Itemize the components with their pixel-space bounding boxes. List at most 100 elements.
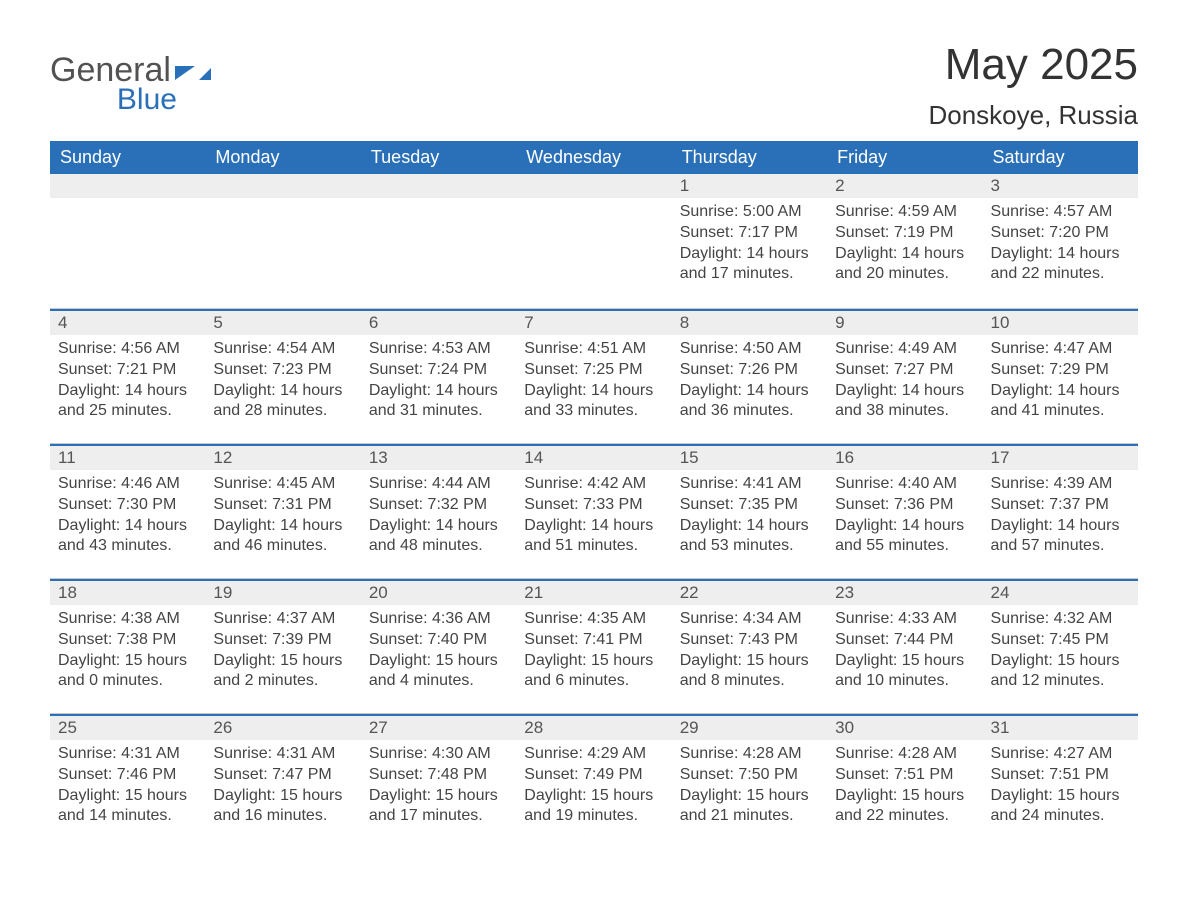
sunset-text: Sunset: 7:19 PM [835, 223, 974, 244]
daylight-text: Daylight: 15 hours and 22 minutes. [835, 786, 974, 828]
sunrise-text: Sunrise: 4:37 AM [213, 609, 352, 630]
day-content: Sunrise: 4:41 AMSunset: 7:35 PMDaylight:… [672, 470, 827, 565]
week-row: 4Sunrise: 4:56 AMSunset: 7:21 PMDaylight… [50, 309, 1138, 437]
day-cell: 14Sunrise: 4:42 AMSunset: 7:33 PMDayligh… [516, 444, 671, 572]
day-content: Sunrise: 4:49 AMSunset: 7:27 PMDaylight:… [827, 335, 982, 430]
sunrise-text: Sunrise: 4:28 AM [680, 744, 819, 765]
day-cell: 8Sunrise: 4:50 AMSunset: 7:26 PMDaylight… [672, 309, 827, 437]
day-cell: 4Sunrise: 4:56 AMSunset: 7:21 PMDaylight… [50, 309, 205, 437]
daylight-text: Daylight: 14 hours and 31 minutes. [369, 381, 508, 423]
day-cell [205, 174, 360, 302]
day-number: 23 [827, 579, 982, 605]
sunset-text: Sunset: 7:47 PM [213, 765, 352, 786]
day-cell: 25Sunrise: 4:31 AMSunset: 7:46 PMDayligh… [50, 714, 205, 842]
daylight-text: Daylight: 14 hours and 36 minutes. [680, 381, 819, 423]
sunset-text: Sunset: 7:29 PM [991, 360, 1130, 381]
daylight-text: Daylight: 15 hours and 10 minutes. [835, 651, 974, 693]
daylight-text: Daylight: 14 hours and 46 minutes. [213, 516, 352, 558]
sunrise-text: Sunrise: 4:30 AM [369, 744, 508, 765]
sunset-text: Sunset: 7:51 PM [991, 765, 1130, 786]
daylight-text: Daylight: 14 hours and 57 minutes. [991, 516, 1130, 558]
day-content: Sunrise: 4:44 AMSunset: 7:32 PMDaylight:… [361, 470, 516, 565]
day-cell [361, 174, 516, 302]
day-content: Sunrise: 4:34 AMSunset: 7:43 PMDaylight:… [672, 605, 827, 700]
sunset-text: Sunset: 7:27 PM [835, 360, 974, 381]
sunset-text: Sunset: 7:50 PM [680, 765, 819, 786]
title-group: May 2025 Donskoye, Russia [928, 40, 1138, 131]
sunrise-text: Sunrise: 4:31 AM [213, 744, 352, 765]
logo-flag-icon [175, 60, 211, 93]
day-cell: 10Sunrise: 4:47 AMSunset: 7:29 PMDayligh… [983, 309, 1138, 437]
day-number: 26 [205, 714, 360, 740]
daylight-text: Daylight: 14 hours and 51 minutes. [524, 516, 663, 558]
daylight-text: Daylight: 14 hours and 17 minutes. [680, 244, 819, 286]
sunrise-text: Sunrise: 4:42 AM [524, 474, 663, 495]
day-content: Sunrise: 4:28 AMSunset: 7:50 PMDaylight:… [672, 740, 827, 835]
day-number: 29 [672, 714, 827, 740]
sunrise-text: Sunrise: 4:34 AM [680, 609, 819, 630]
logo-text: General Blue [50, 54, 171, 115]
day-cell: 22Sunrise: 4:34 AMSunset: 7:43 PMDayligh… [672, 579, 827, 707]
weekday-header-row: SundayMondayTuesdayWednesdayThursdayFrid… [50, 141, 1138, 174]
day-cell: 27Sunrise: 4:30 AMSunset: 7:48 PMDayligh… [361, 714, 516, 842]
sunset-text: Sunset: 7:37 PM [991, 495, 1130, 516]
day-cell: 6Sunrise: 4:53 AMSunset: 7:24 PMDaylight… [361, 309, 516, 437]
day-number: 30 [827, 714, 982, 740]
day-content: Sunrise: 4:29 AMSunset: 7:49 PMDaylight:… [516, 740, 671, 835]
daylight-text: Daylight: 14 hours and 20 minutes. [835, 244, 974, 286]
day-number: 8 [672, 309, 827, 335]
day-number: 22 [672, 579, 827, 605]
day-content: Sunrise: 4:53 AMSunset: 7:24 PMDaylight:… [361, 335, 516, 430]
sunset-text: Sunset: 7:17 PM [680, 223, 819, 244]
day-number: 2 [827, 174, 982, 198]
sunset-text: Sunset: 7:20 PM [991, 223, 1130, 244]
day-content: Sunrise: 4:38 AMSunset: 7:38 PMDaylight:… [50, 605, 205, 700]
sunrise-text: Sunrise: 4:54 AM [213, 339, 352, 360]
sunset-text: Sunset: 7:39 PM [213, 630, 352, 651]
sunrise-text: Sunrise: 4:56 AM [58, 339, 197, 360]
sunrise-text: Sunrise: 4:32 AM [991, 609, 1130, 630]
sunrise-text: Sunrise: 4:50 AM [680, 339, 819, 360]
sunrise-text: Sunrise: 4:41 AM [680, 474, 819, 495]
sunset-text: Sunset: 7:31 PM [213, 495, 352, 516]
day-content: Sunrise: 4:40 AMSunset: 7:36 PMDaylight:… [827, 470, 982, 565]
day-cell: 11Sunrise: 4:46 AMSunset: 7:30 PMDayligh… [50, 444, 205, 572]
sunrise-text: Sunrise: 4:53 AM [369, 339, 508, 360]
sunset-text: Sunset: 7:38 PM [58, 630, 197, 651]
day-cell: 1Sunrise: 5:00 AMSunset: 7:17 PMDaylight… [672, 174, 827, 302]
daylight-text: Daylight: 14 hours and 28 minutes. [213, 381, 352, 423]
day-number-empty [516, 174, 671, 198]
daylight-text: Daylight: 14 hours and 38 minutes. [835, 381, 974, 423]
day-content: Sunrise: 4:36 AMSunset: 7:40 PMDaylight:… [361, 605, 516, 700]
sunrise-text: Sunrise: 5:00 AM [680, 202, 819, 223]
sunrise-text: Sunrise: 4:36 AM [369, 609, 508, 630]
sunrise-text: Sunrise: 4:47 AM [991, 339, 1130, 360]
day-cell: 2Sunrise: 4:59 AMSunset: 7:19 PMDaylight… [827, 174, 982, 302]
day-cell [50, 174, 205, 302]
weekday-header: Thursday [672, 141, 827, 174]
daylight-text: Daylight: 15 hours and 17 minutes. [369, 786, 508, 828]
day-cell: 23Sunrise: 4:33 AMSunset: 7:44 PMDayligh… [827, 579, 982, 707]
calendar: SundayMondayTuesdayWednesdayThursdayFrid… [50, 141, 1138, 842]
daylight-text: Daylight: 14 hours and 55 minutes. [835, 516, 974, 558]
day-cell: 18Sunrise: 4:38 AMSunset: 7:38 PMDayligh… [50, 579, 205, 707]
week-row: 1Sunrise: 5:00 AMSunset: 7:17 PMDaylight… [50, 174, 1138, 302]
day-number: 11 [50, 444, 205, 470]
daylight-text: Daylight: 15 hours and 14 minutes. [58, 786, 197, 828]
daylight-text: Daylight: 15 hours and 8 minutes. [680, 651, 819, 693]
sunrise-text: Sunrise: 4:29 AM [524, 744, 663, 765]
daylight-text: Daylight: 15 hours and 0 minutes. [58, 651, 197, 693]
day-cell: 31Sunrise: 4:27 AMSunset: 7:51 PMDayligh… [983, 714, 1138, 842]
sunrise-text: Sunrise: 4:51 AM [524, 339, 663, 360]
week-row: 18Sunrise: 4:38 AMSunset: 7:38 PMDayligh… [50, 579, 1138, 707]
day-number: 17 [983, 444, 1138, 470]
day-content: Sunrise: 4:59 AMSunset: 7:19 PMDaylight:… [827, 198, 982, 293]
day-number: 21 [516, 579, 671, 605]
day-number: 24 [983, 579, 1138, 605]
daylight-text: Daylight: 15 hours and 16 minutes. [213, 786, 352, 828]
daylight-text: Daylight: 15 hours and 6 minutes. [524, 651, 663, 693]
location: Donskoye, Russia [928, 100, 1138, 131]
sunset-text: Sunset: 7:36 PM [835, 495, 974, 516]
day-content: Sunrise: 4:46 AMSunset: 7:30 PMDaylight:… [50, 470, 205, 565]
daylight-text: Daylight: 15 hours and 12 minutes. [991, 651, 1130, 693]
